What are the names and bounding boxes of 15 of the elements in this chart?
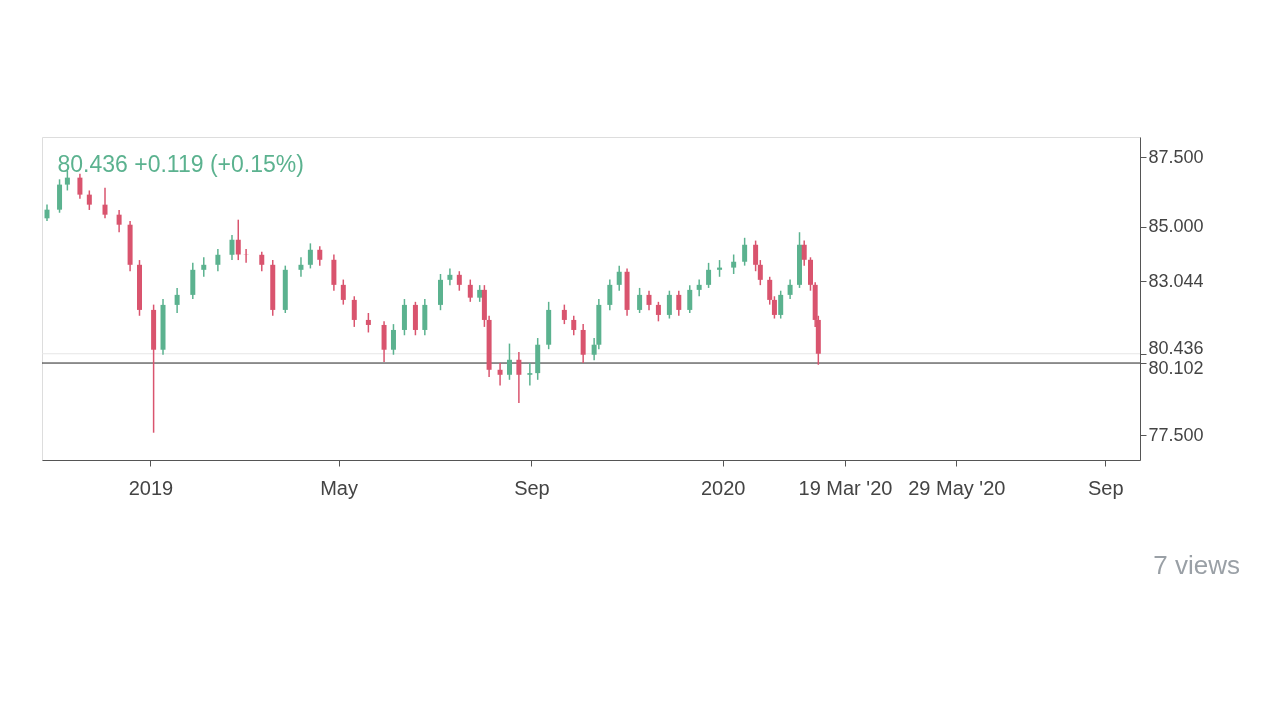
x-tick-label: Sep — [1087, 476, 1124, 499]
y-tick-label: 80.102 — [1148, 357, 1204, 378]
x-tick-label: 19 Mar '20 — [798, 476, 893, 499]
text: 7 views — [1153, 550, 1240, 580]
x-tick-label: 2020 — [700, 476, 746, 499]
y-tick-label: 77.500 — [1148, 425, 1204, 445]
y-tick-label: 85.000 — [1148, 216, 1204, 237]
text: 80.436 +0.119 (+0.15%) — [57, 151, 304, 177]
x-tick-label: May — [320, 476, 358, 499]
x-tick-label: 29 May '20 — [908, 476, 1006, 499]
x-tick-label: Sep — [514, 476, 550, 499]
y-tick-label: 87.500 — [1148, 146, 1204, 167]
y-tick-label: 83.044 — [1148, 270, 1204, 291]
y-tick-label: 80.436 — [1148, 338, 1204, 359]
x-tick-label: 2019 — [128, 476, 174, 499]
